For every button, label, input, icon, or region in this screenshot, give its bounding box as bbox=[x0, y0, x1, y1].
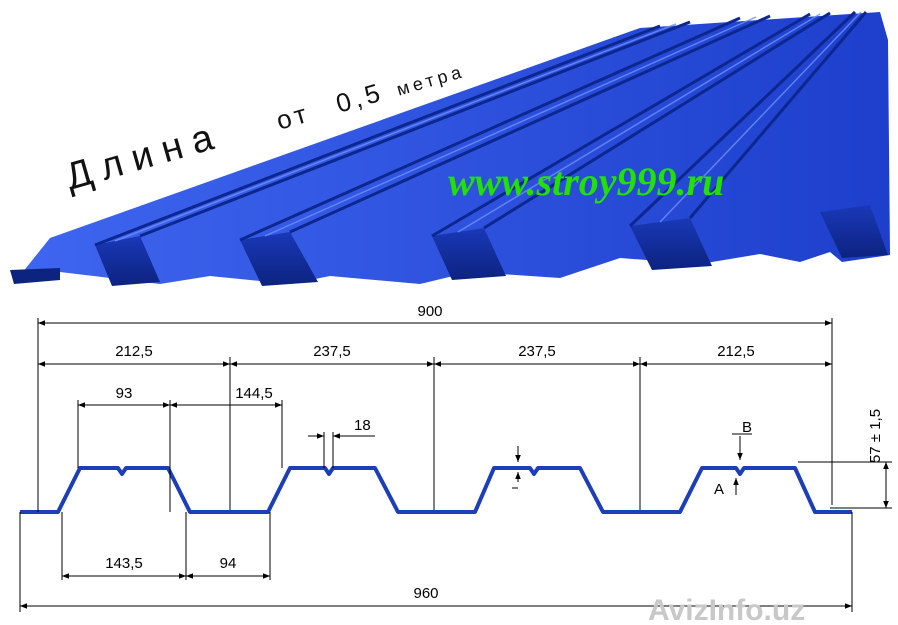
sheet-edge bbox=[10, 268, 60, 284]
watermark: AvizInfo.uz bbox=[648, 594, 805, 625]
extension-lines bbox=[19, 318, 892, 612]
watermark-text: AvizInfo.uz bbox=[648, 594, 805, 625]
sheet-illustration bbox=[10, 10, 890, 286]
dim-span-3: 237,5 bbox=[518, 343, 556, 360]
headline-value: 0,5 bbox=[333, 76, 388, 118]
watermark-suffix: .uz bbox=[764, 594, 806, 625]
label-b: B bbox=[742, 419, 752, 436]
dimension-lines bbox=[20, 320, 889, 609]
profile-outline bbox=[20, 466, 852, 514]
dim-bottom-wide: 143,5 bbox=[105, 555, 143, 572]
dim-span-4: 212,5 bbox=[717, 343, 755, 360]
dim-top-flange: 93 bbox=[116, 385, 133, 402]
label-a: A bbox=[714, 481, 724, 498]
dim-bottom-narrow: 94 bbox=[220, 555, 237, 572]
dim-overall-width: 900 bbox=[417, 303, 442, 320]
rib-highlights bbox=[114, 11, 862, 242]
rib-lines bbox=[94, 10, 868, 247]
rib-face-4 bbox=[630, 218, 712, 270]
profile-section: 900 212,5 237,5 237,5 212,5 93 144,5 18 … bbox=[19, 303, 892, 612]
headline-prefix: от bbox=[273, 98, 314, 136]
sheet-body bbox=[18, 12, 890, 284]
rib-face-2 bbox=[240, 232, 318, 286]
dim-span-1: 212,5 bbox=[115, 343, 153, 360]
dim-height: 57 ± 1,5 bbox=[867, 409, 884, 463]
dim-full-width: 960 bbox=[413, 585, 438, 602]
dim-top-gap: 144,5 bbox=[235, 385, 273, 402]
rib-face-1 bbox=[95, 236, 160, 286]
website-url[interactable]: www.stroy999.ru bbox=[448, 159, 724, 204]
rib-face-5 bbox=[820, 205, 888, 258]
dim-rib: 18 bbox=[354, 417, 371, 434]
rib-face-3 bbox=[432, 228, 506, 280]
watermark-main: AvizInfo bbox=[648, 594, 764, 625]
dim-span-2: 237,5 bbox=[313, 343, 351, 360]
